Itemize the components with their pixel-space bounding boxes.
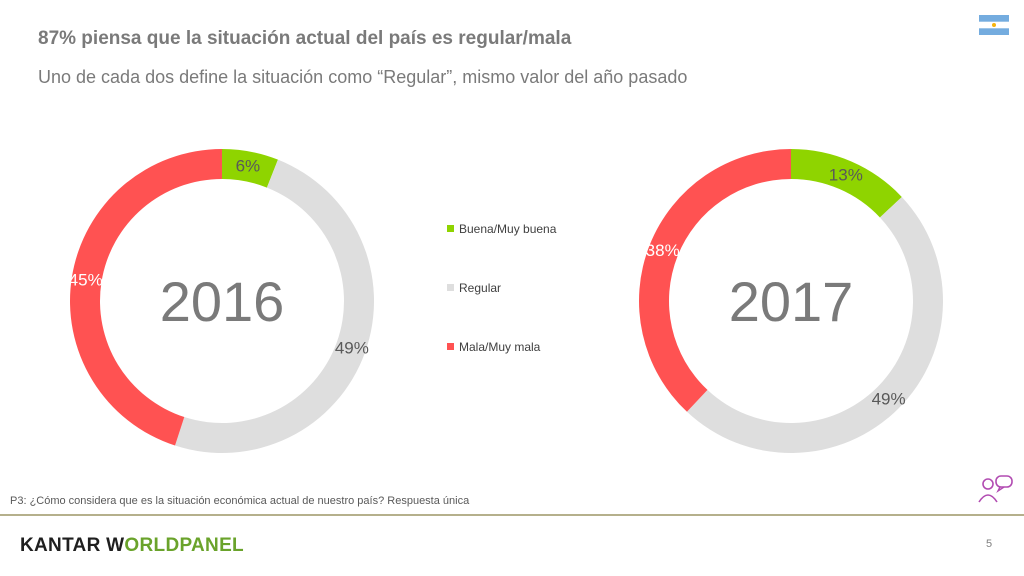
footer-divider — [0, 514, 1024, 516]
slice-buena-muy-buena — [791, 149, 902, 218]
data-label: 49% — [335, 339, 369, 358]
data-label: 38% — [646, 241, 680, 260]
legend-label: Buena/Muy buena — [459, 222, 557, 236]
data-label: 13% — [829, 165, 863, 184]
slice-regular — [175, 159, 374, 453]
page-number: 5 — [986, 538, 993, 550]
page-title: 87% piensa que la situación actual del p… — [38, 28, 572, 49]
chart-center-year: 2016 — [160, 270, 285, 333]
slice-mala-muy-mala — [70, 149, 222, 446]
chat-people-icon — [978, 475, 1013, 503]
legend-item-regular: Regular — [447, 281, 501, 295]
question-footnote: P3: ¿Cómo considera que es la situación … — [10, 495, 470, 507]
legend-swatch — [447, 284, 454, 292]
chart-center-year: 2017 — [729, 270, 854, 333]
legend-item-mala: Mala/Muy mala — [447, 340, 540, 354]
legend-swatch — [447, 225, 454, 233]
donut-2017: 13% 49% 38% 2017 — [639, 149, 943, 453]
legend-swatch — [447, 343, 454, 351]
slice-buena-muy-buena — [222, 149, 278, 188]
data-label: 45% — [69, 270, 103, 289]
legend-label: Regular — [459, 281, 502, 295]
data-label: 6% — [236, 156, 261, 175]
donut-2016: 6% 49% 45% 2016 — [69, 149, 374, 453]
data-label: 49% — [872, 390, 906, 409]
slice-regular — [686, 196, 943, 453]
kantar-worldpanel-logo: KANTAR WORLDPANEL — [20, 535, 244, 556]
legend-item-buena: Buena/Muy buena — [447, 222, 556, 236]
donut-charts: 6% 49% 45% 2016 13% 49% 38% 2017 — [69, 149, 943, 453]
page-subtitle: Uno de cada dos define la situación como… — [38, 67, 688, 87]
legend-label: Mala/Muy mala — [459, 340, 541, 354]
argentina-flag-icon — [979, 15, 1009, 35]
slice-mala-muy-mala — [639, 149, 791, 412]
